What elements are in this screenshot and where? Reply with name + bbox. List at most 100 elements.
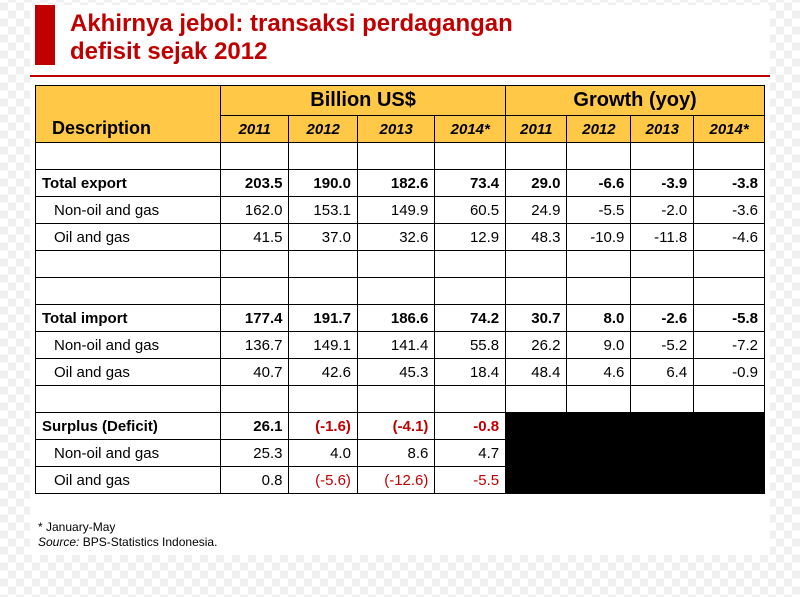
cell: -3.8 <box>694 170 765 197</box>
year-2011-usd: 2011 <box>221 116 289 143</box>
table-row: Oil and gas41.537.032.612.948.3-10.9-11.… <box>36 224 765 251</box>
cell: -7.2 <box>694 332 765 359</box>
table-row: Total export203.5190.0182.673.429.0-6.6-… <box>36 170 765 197</box>
cell: 149.9 <box>357 197 434 224</box>
cell: 42.6 <box>289 359 357 386</box>
cell: 191.7 <box>289 305 357 332</box>
cell: 37.0 <box>289 224 357 251</box>
cell: -10.9 <box>567 224 631 251</box>
footnote: * January-May Source: BPS-Statistics Ind… <box>38 520 217 549</box>
cell: 18.4 <box>435 359 506 386</box>
cell: 9.0 <box>567 332 631 359</box>
cell: 26.2 <box>506 332 567 359</box>
cell: 55.8 <box>435 332 506 359</box>
footnote-source-label: Source: <box>38 535 79 549</box>
slide-container: Akhirnya jebol: transaksi perdagangan de… <box>30 5 770 555</box>
cell: 4.6 <box>567 359 631 386</box>
row-label: Oil and gas <box>36 224 221 251</box>
year-2012-usd: 2012 <box>289 116 357 143</box>
cell: 40.7 <box>221 359 289 386</box>
cell: (-4.1) <box>357 413 434 440</box>
cell: 26.1 <box>221 413 289 440</box>
cell: 29.0 <box>506 170 567 197</box>
row-label: Non-oil and gas <box>36 332 221 359</box>
cell: 149.1 <box>289 332 357 359</box>
table-row: Total import177.4191.7186.674.230.78.0-2… <box>36 305 765 332</box>
table-row: Oil and gas40.742.645.318.448.44.66.4-0.… <box>36 359 765 386</box>
cell: 8.0 <box>567 305 631 332</box>
cell: 203.5 <box>221 170 289 197</box>
year-2014-usd: 2014* <box>435 116 506 143</box>
cell: 186.6 <box>357 305 434 332</box>
row-label: Total import <box>36 305 221 332</box>
cell: (-5.6) <box>289 467 357 494</box>
cell: 136.7 <box>221 332 289 359</box>
table-row: Surplus (Deficit)26.1(-1.6)(-4.1)-0.8 <box>36 413 765 440</box>
row-label: Non-oil and gas <box>36 197 221 224</box>
cell: (-1.6) <box>289 413 357 440</box>
spacer-row <box>36 278 765 305</box>
cell: -5.8 <box>694 305 765 332</box>
header-growth-yoy: Growth (yoy) <box>506 86 765 116</box>
cell: -4.6 <box>694 224 765 251</box>
cell: -3.9 <box>631 170 694 197</box>
cell: 41.5 <box>221 224 289 251</box>
title-line-1: Akhirnya jebol: transaksi perdagangan <box>70 10 513 37</box>
cell: 45.3 <box>357 359 434 386</box>
table-row: Non-oil and gas162.0153.1149.960.524.9-5… <box>36 197 765 224</box>
row-label: Surplus (Deficit) <box>36 413 221 440</box>
year-2012-growth: 2012 <box>567 116 631 143</box>
cell: 60.5 <box>435 197 506 224</box>
spacer-row <box>36 386 765 413</box>
cell: -2.0 <box>631 197 694 224</box>
cell: 177.4 <box>221 305 289 332</box>
cell: -6.6 <box>567 170 631 197</box>
table-row: Non-oil and gas136.7149.1141.455.826.29.… <box>36 332 765 359</box>
header-description: Description <box>36 86 221 143</box>
slide-title: Akhirnya jebol: transaksi perdagangan de… <box>70 10 513 65</box>
accent-bar <box>35 5 55 65</box>
cell: -0.9 <box>694 359 765 386</box>
header-billion-usd: Billion US$ <box>221 86 506 116</box>
year-2013-growth: 2013 <box>631 116 694 143</box>
black-block <box>506 413 765 494</box>
footnote-january-may: * January-May <box>38 520 115 534</box>
row-label: Oil and gas <box>36 359 221 386</box>
footnote-source-text: BPS-Statistics Indonesia. <box>79 535 217 549</box>
cell: 30.7 <box>506 305 567 332</box>
cell: 48.3 <box>506 224 567 251</box>
cell: -0.8 <box>435 413 506 440</box>
year-2011-growth: 2011 <box>506 116 567 143</box>
cell: (-12.6) <box>357 467 434 494</box>
spacer-row <box>36 143 765 170</box>
title-line-2: defisit sejak 2012 <box>70 38 267 65</box>
cell: 182.6 <box>357 170 434 197</box>
cell: 190.0 <box>289 170 357 197</box>
cell: 141.4 <box>357 332 434 359</box>
cell: 4.7 <box>435 440 506 467</box>
cell: 74.2 <box>435 305 506 332</box>
year-2014-growth: 2014* <box>694 116 765 143</box>
year-2013-usd: 2013 <box>357 116 434 143</box>
cell: 32.6 <box>357 224 434 251</box>
row-label: Non-oil and gas <box>36 440 221 467</box>
cell: -5.2 <box>631 332 694 359</box>
cell: -2.6 <box>631 305 694 332</box>
cell: -5.5 <box>435 467 506 494</box>
cell: -3.6 <box>694 197 765 224</box>
cell: 24.9 <box>506 197 567 224</box>
cell: 73.4 <box>435 170 506 197</box>
cell: 25.3 <box>221 440 289 467</box>
header-row-1: Description Billion US$ Growth (yoy) <box>36 86 765 116</box>
spacer-row <box>36 251 765 278</box>
cell: 153.1 <box>289 197 357 224</box>
cell: 6.4 <box>631 359 694 386</box>
cell: 48.4 <box>506 359 567 386</box>
row-label: Total export <box>36 170 221 197</box>
cell: 0.8 <box>221 467 289 494</box>
title-underline <box>30 75 770 77</box>
cell: 4.0 <box>289 440 357 467</box>
cell: 12.9 <box>435 224 506 251</box>
cell: -11.8 <box>631 224 694 251</box>
trade-table: Description Billion US$ Growth (yoy) 201… <box>35 85 765 494</box>
